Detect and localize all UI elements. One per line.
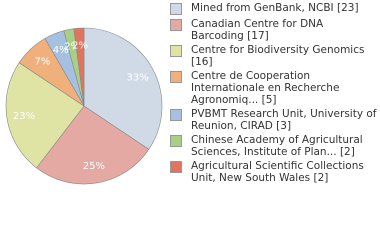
slice-label: 23% [13,111,35,122]
legend-item: Centre de Cooperation Internationale en … [170,70,378,106]
pie-slice [36,105,150,185]
slice-label: 25% [83,161,105,172]
legend-item: Canadian Centre for DNA Barcoding [17] [170,18,378,42]
legend-swatch [170,71,182,83]
slice-label: 2% [64,41,80,52]
slice-label: 2% [72,40,88,51]
legend-item: Centre for Biodiversity Genomics [16] [170,44,378,68]
legend-label: Canadian Centre for DNA Barcoding [17] [191,18,324,42]
legend-label: Agricultural Scientific Collections Unit… [191,160,364,184]
legend-label: Mined from GenBank, NCBI [23] [191,2,359,14]
legend-label: PVBMT Research Unit, University of Reuni… [191,108,377,132]
legend-swatch [170,109,182,121]
slice-label: 33% [127,72,149,83]
pie-area: 33% 25% 23% 7%4%2%2% [5,27,163,185]
legend-item: PVBMT Research Unit, University of Reuni… [170,108,378,132]
legend-label: Centre de Cooperation Internationale en … [191,70,340,106]
legend-item: Agricultural Scientific Collections Unit… [170,160,378,184]
legend-swatch [170,19,182,31]
slice-label: 7% [34,57,50,68]
legend-swatch [170,135,182,147]
legend-item: Mined from GenBank, NCBI [23] [170,2,378,16]
legend-label: Chinese Academy of Agricultural Sciences… [191,134,363,158]
legend-item: Chinese Academy of Agricultural Sciences… [170,134,378,158]
legend: Mined from GenBank, NCBI [23] Canadian Ce… [170,2,378,184]
legend-label: Centre for Biodiversity Genomics [16] [191,44,365,68]
pie-slice [5,62,85,169]
legend-swatch [170,3,182,15]
legend-swatch [170,161,182,173]
legend-swatch [170,45,182,57]
slice-label: 4% [53,45,69,56]
pie-slice [73,27,85,107]
